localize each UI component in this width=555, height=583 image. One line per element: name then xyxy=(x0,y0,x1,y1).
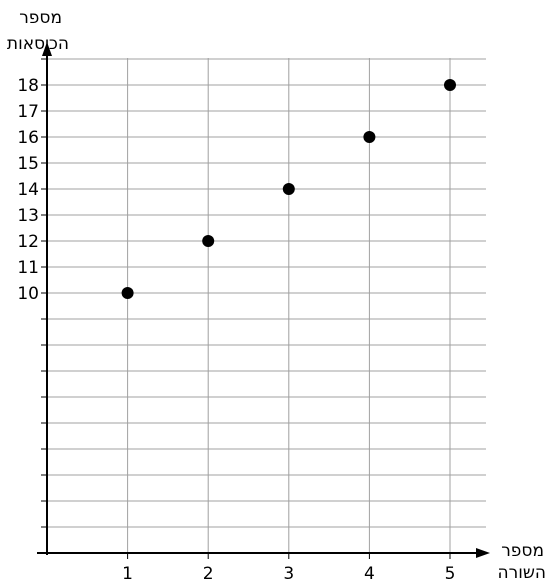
data-point xyxy=(363,131,376,143)
data-point xyxy=(202,235,215,247)
y-axis-title-line2: הכיסאות xyxy=(7,34,69,54)
y-tick-label: 13 xyxy=(17,206,39,226)
data-point xyxy=(444,79,456,91)
x-tick-label: 5 xyxy=(445,564,456,583)
x-axis-arrow xyxy=(476,548,490,558)
y-tick-label: 12 xyxy=(17,232,39,252)
x-tick-label: 1 xyxy=(122,564,133,583)
y-ticks: 10 11 12 13 14 15 16 17 18 xyxy=(17,58,47,528)
y-tick-label: 16 xyxy=(17,128,39,148)
y-tick-label: 14 xyxy=(17,180,39,200)
y-tick-label: 10 xyxy=(17,284,39,304)
data-points xyxy=(121,79,456,299)
y-tick-label: 17 xyxy=(17,102,39,122)
y-tick-label: 18 xyxy=(17,76,39,96)
y-tick-label: 11 xyxy=(17,258,39,278)
x-tick-label: 3 xyxy=(283,564,294,583)
x-tick-label: 4 xyxy=(364,564,375,583)
data-point xyxy=(121,287,134,299)
x-axis-title-line1: מספר xyxy=(501,541,544,561)
y-axis-arrow xyxy=(42,42,52,56)
x-tick-label: 2 xyxy=(203,564,214,583)
x-ticks: 1 2 3 4 5 xyxy=(122,553,455,583)
grid xyxy=(47,58,486,553)
axes xyxy=(37,42,490,558)
y-tick-label: 15 xyxy=(17,154,39,174)
y-axis-title-line1: מספר xyxy=(19,8,62,28)
data-point xyxy=(282,183,295,195)
x-axis-title-line2: השורה xyxy=(498,563,547,583)
